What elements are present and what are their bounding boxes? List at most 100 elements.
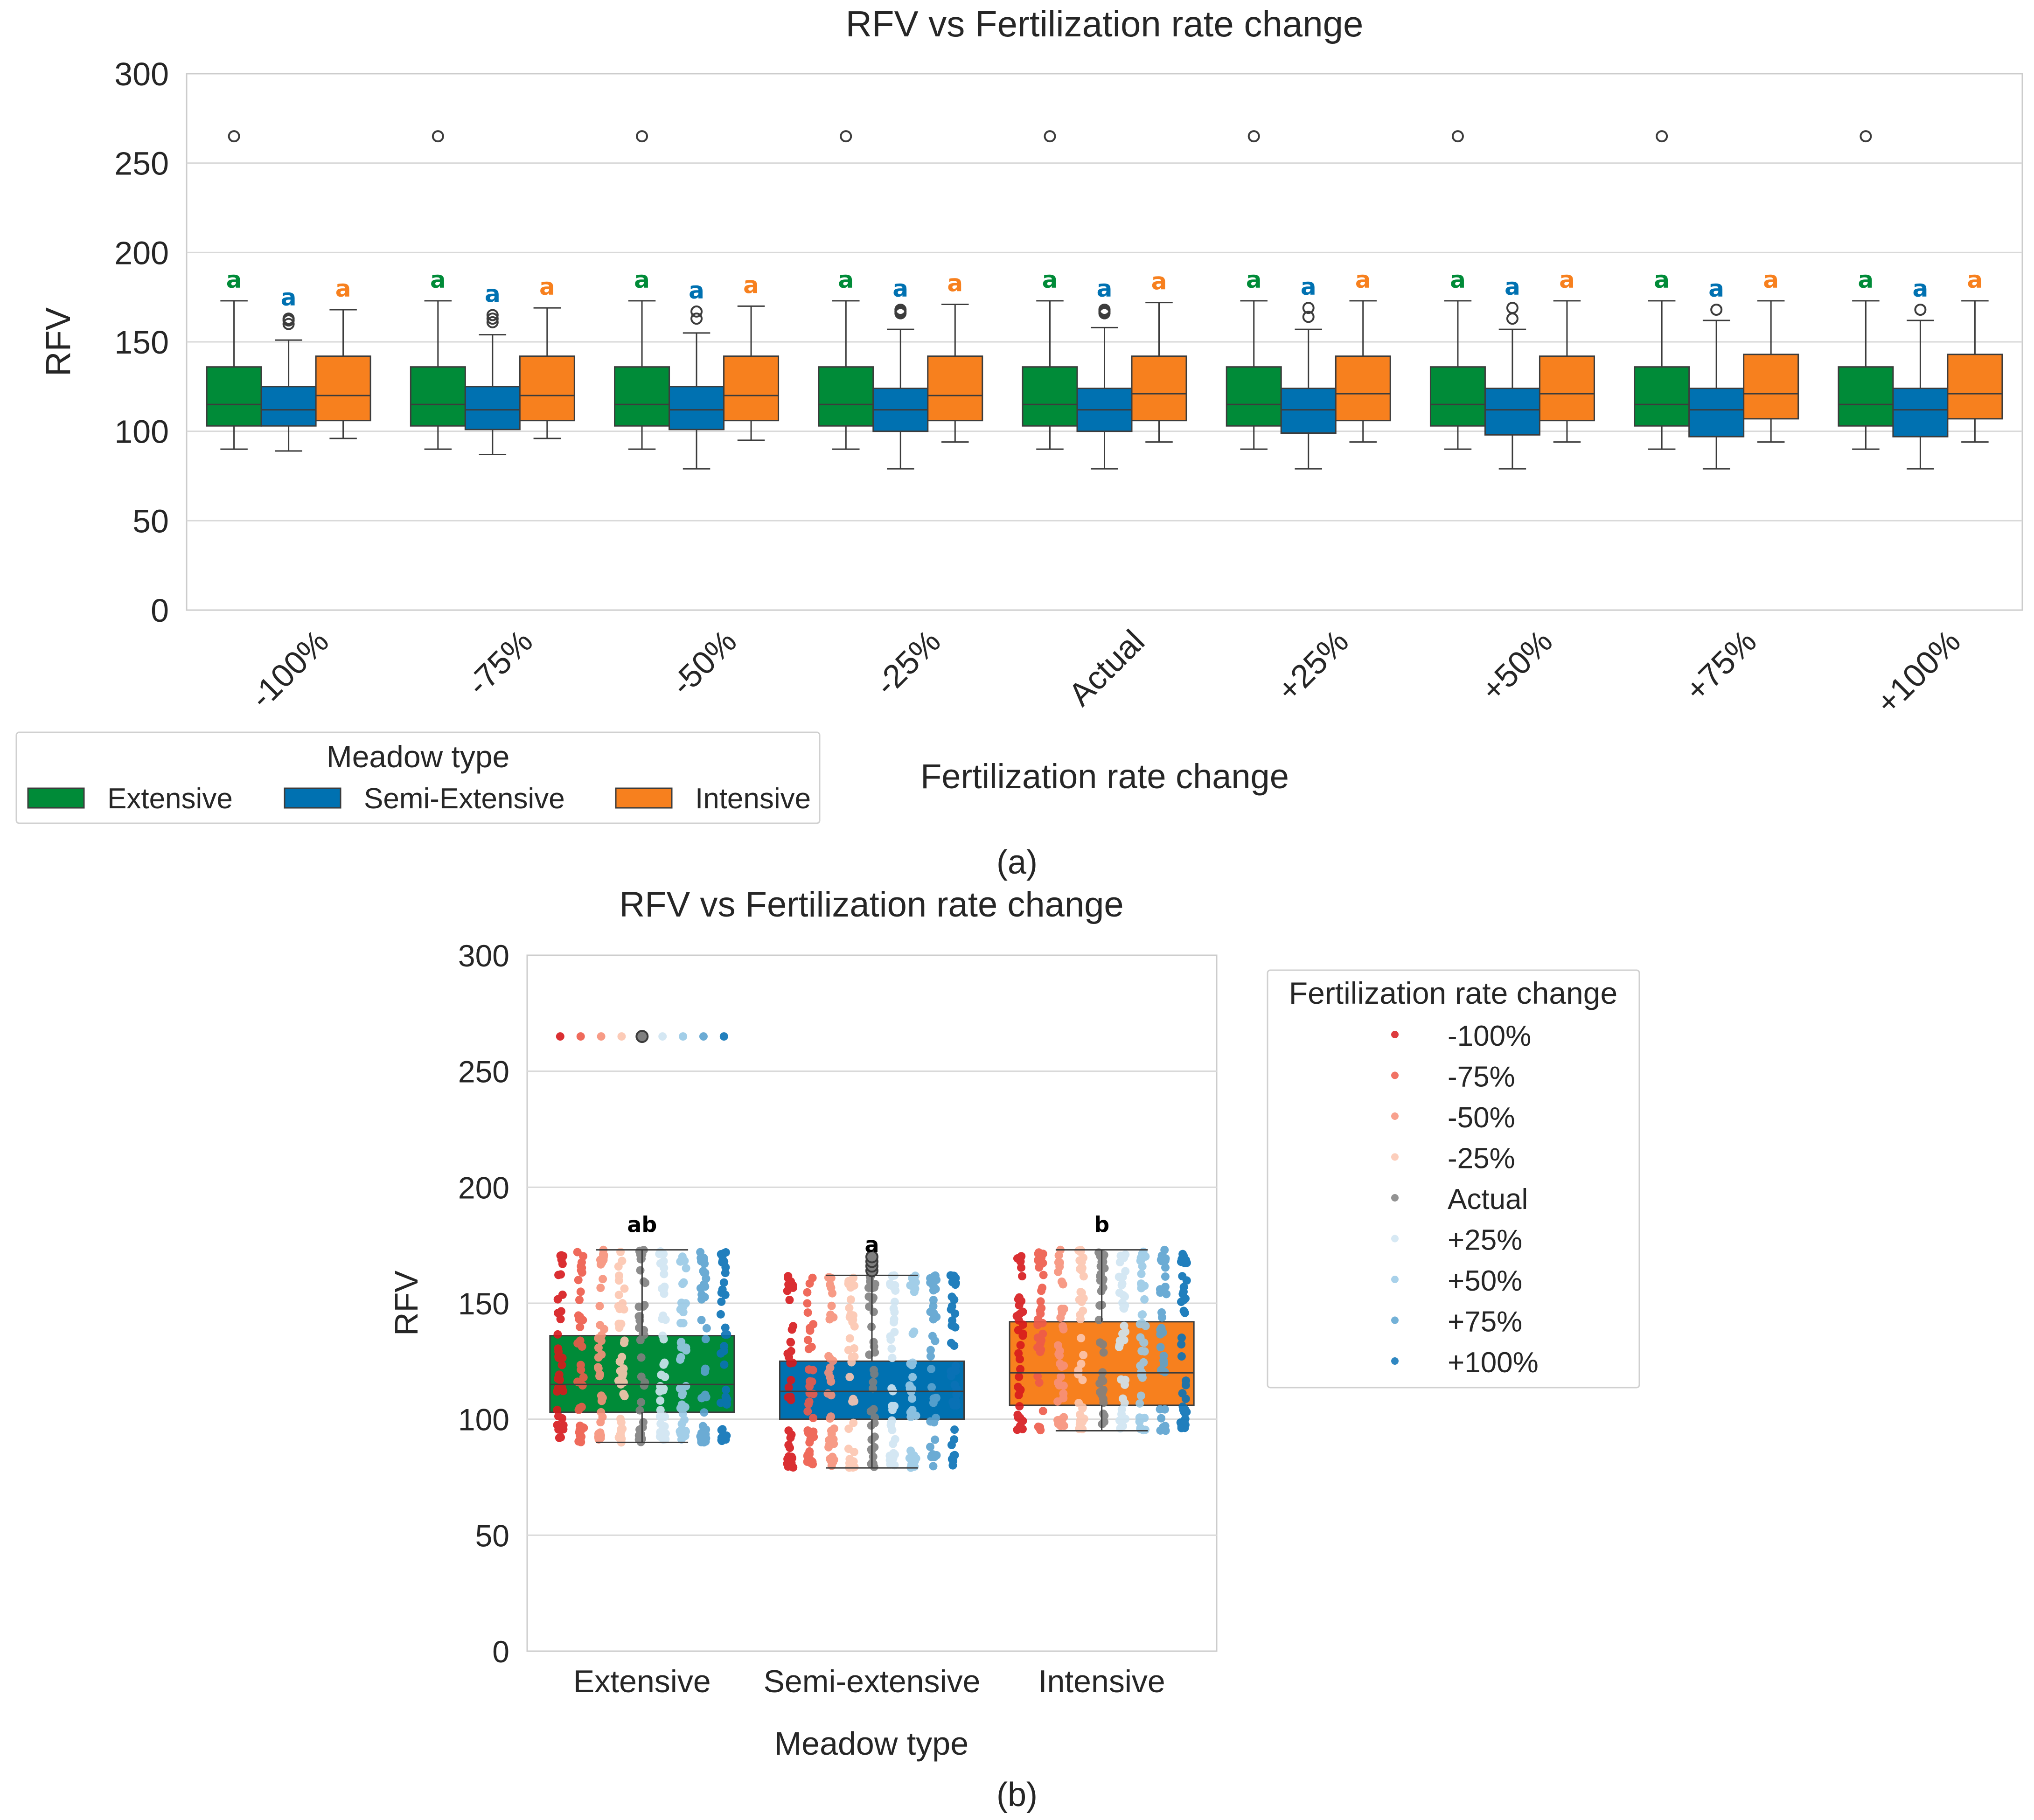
strip-point [553, 1387, 562, 1396]
strip-point [827, 1301, 836, 1310]
strip-point [1117, 1281, 1126, 1290]
box-semi-extensive: a [1076, 275, 1133, 470]
strip-point [927, 1383, 936, 1392]
strip-point [618, 1424, 627, 1433]
strip-point [952, 1390, 961, 1399]
legend-marker [1391, 1235, 1399, 1243]
strip-point [721, 1269, 730, 1278]
strip-point [620, 1339, 628, 1348]
x-tick-label: +50% [1474, 623, 1559, 708]
strip-point [804, 1345, 813, 1354]
strip-point [847, 1358, 856, 1367]
significance-letter: a [634, 266, 650, 293]
strip-point [574, 1311, 583, 1320]
y-tick-label: 150 [114, 324, 169, 361]
strip-point [1076, 1287, 1085, 1296]
significance-letter: a [743, 271, 759, 299]
strip-point [717, 1297, 726, 1306]
strip-point [1018, 1272, 1027, 1281]
strip-point [890, 1298, 899, 1306]
strip-point [931, 1435, 940, 1444]
strip-point [557, 1414, 566, 1423]
strip-point [1054, 1267, 1063, 1276]
strip-point [808, 1273, 817, 1282]
outlier-point [1302, 302, 1315, 314]
strip-point [698, 1422, 707, 1431]
box-extensive: a [1429, 130, 1486, 450]
strip-point [1161, 1263, 1170, 1272]
strip-point [1120, 1321, 1128, 1330]
strip-point [599, 1275, 607, 1284]
outlier-point [1860, 130, 1872, 143]
strip-point [722, 1385, 731, 1394]
strip-point [1181, 1405, 1190, 1414]
outlier-point [865, 1250, 878, 1264]
strip-point [576, 1361, 585, 1369]
box-intensive: a [1743, 266, 1799, 443]
strip-point [1136, 1333, 1145, 1342]
strip-point [886, 1335, 895, 1344]
strip-point [1140, 1281, 1149, 1290]
strip-point [697, 1257, 706, 1265]
strip-point [1013, 1425, 1022, 1434]
strip-point [1038, 1407, 1047, 1416]
strip-point [614, 1291, 623, 1299]
strip-point [697, 1316, 706, 1325]
strip-point [1033, 1372, 1042, 1381]
strip-point [554, 1348, 563, 1356]
strip-point [656, 1396, 665, 1405]
strip-point [866, 1407, 875, 1416]
box-body [1634, 366, 1690, 427]
legend-marker [1391, 1112, 1399, 1120]
significance-letter: a [1042, 266, 1058, 293]
strip-point [682, 1264, 690, 1272]
strip-point [594, 1353, 603, 1362]
box-intensive: a [927, 270, 983, 443]
strip-point [1139, 1247, 1148, 1256]
strip-point [844, 1424, 853, 1433]
strip-point [846, 1313, 855, 1322]
significance-letter: a [335, 275, 351, 302]
strip-point [908, 1373, 917, 1382]
strip-point [1075, 1295, 1084, 1304]
strip-point [929, 1296, 938, 1305]
outlier-point [635, 1030, 649, 1043]
box-body [260, 386, 317, 427]
strip-point [1115, 1258, 1124, 1267]
strip-point [1178, 1389, 1187, 1398]
strip-point [787, 1375, 795, 1384]
y-tick-label: 200 [114, 235, 169, 271]
strip-point [701, 1430, 710, 1439]
strip-point [950, 1425, 959, 1434]
strip-point [950, 1451, 959, 1459]
strip-point [640, 1381, 648, 1390]
legend-b: Fertilization rate change -100% -75% -50% -2… [1267, 969, 1640, 1389]
strip-point [908, 1406, 917, 1415]
strip-point [661, 1315, 670, 1324]
strip-point [656, 1259, 665, 1268]
strip-point [1136, 1391, 1145, 1400]
box-body [614, 366, 670, 427]
strip-point [1077, 1360, 1086, 1368]
strip-point [845, 1373, 854, 1382]
outlier-point [486, 313, 499, 325]
box-body [1022, 366, 1078, 427]
strip-point [932, 1276, 941, 1285]
strip-point [658, 1284, 667, 1293]
strip-point [1016, 1413, 1024, 1422]
box-body [1429, 366, 1486, 427]
strip-point [1178, 1290, 1187, 1299]
strip-point [575, 1403, 584, 1412]
strip-point [1179, 1283, 1188, 1292]
strip-point [927, 1365, 936, 1374]
box-extensive: ab [549, 1030, 735, 1447]
strip-point [887, 1344, 896, 1353]
significance-letter: a [1151, 268, 1167, 295]
x-axis-label: Meadow type [774, 1725, 968, 1762]
strip-point [574, 1276, 583, 1285]
strip-point [1058, 1419, 1066, 1428]
strip-point [885, 1452, 894, 1460]
strip-point [823, 1389, 832, 1398]
strip-point [825, 1354, 834, 1363]
